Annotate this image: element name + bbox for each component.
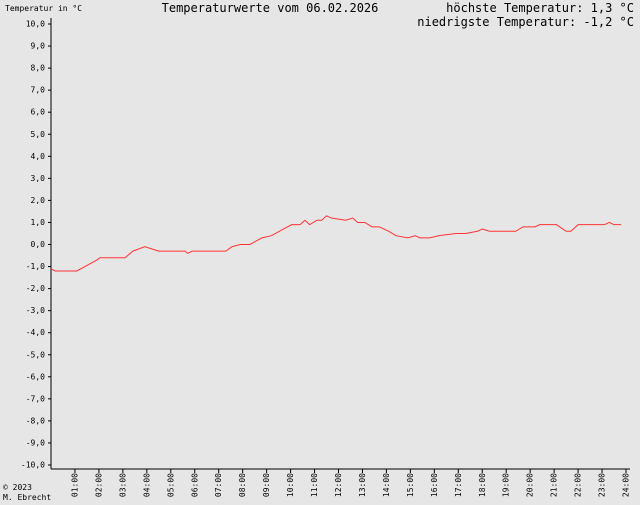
y-tick-label: -3,0 xyxy=(26,306,45,315)
x-tick-label: 19:00 xyxy=(502,473,511,497)
x-tick-label: 18:00 xyxy=(478,473,487,497)
x-tick-label: 02:00 xyxy=(94,473,103,497)
y-tick-label: -10,0 xyxy=(21,461,45,470)
y-tick-label: -7,0 xyxy=(26,394,45,403)
x-tick-label: 08:00 xyxy=(238,473,247,497)
x-tick-label: 01:00 xyxy=(70,473,79,497)
max-annotation: höchste Temperatur: 1,3 °C xyxy=(446,1,634,15)
x-tick-label: 03:00 xyxy=(118,473,127,497)
y-tick-label: 3,0 xyxy=(31,174,46,183)
x-tick-label: 05:00 xyxy=(166,473,175,497)
x-tick-label: 09:00 xyxy=(262,473,271,497)
y-tick-label: -1,0 xyxy=(26,262,45,271)
y-tick-label: 6,0 xyxy=(31,108,46,117)
y-axis-label: Temperatur in °C xyxy=(5,4,82,13)
x-tick-label: 23:00 xyxy=(598,473,607,497)
x-tick-label: 07:00 xyxy=(214,473,223,497)
y-tick-label: -5,0 xyxy=(26,350,45,359)
x-tick-label: 17:00 xyxy=(454,473,463,497)
x-tick-label: 06:00 xyxy=(190,473,199,497)
y-tick-label: 10,0 xyxy=(26,20,45,29)
x-tick-label: 12:00 xyxy=(334,473,343,497)
temperature-line xyxy=(50,215,622,272)
y-tick-label: 2,0 xyxy=(31,196,46,205)
min-annotation: niedrigste Temperatur: -1,2 °C xyxy=(417,15,634,29)
x-tick-label: 16:00 xyxy=(430,473,439,497)
y-tick-label: 7,0 xyxy=(31,86,46,95)
y-tick-label: 9,0 xyxy=(31,42,46,51)
x-tick-label: 13:00 xyxy=(358,473,367,497)
y-tick-label: 4,0 xyxy=(31,152,46,161)
y-tick-label: -2,0 xyxy=(26,284,45,293)
x-tick-label: 22:00 xyxy=(574,473,583,497)
y-tick-label: -6,0 xyxy=(26,372,45,381)
x-tick-label: 10:00 xyxy=(286,473,295,497)
x-tick-label: 11:00 xyxy=(310,473,319,497)
y-tick-label: 8,0 xyxy=(31,64,46,73)
x-tick-label: 04:00 xyxy=(142,473,151,497)
y-tick-label: -8,0 xyxy=(26,416,45,425)
y-tick-label: -9,0 xyxy=(26,438,45,447)
chart-title: Temperaturwerte vom 06.02.2026 xyxy=(162,1,379,15)
y-tick-label: 1,0 xyxy=(31,218,46,227)
x-tick-label: 15:00 xyxy=(406,473,415,497)
y-tick-label: 0,0 xyxy=(31,240,46,249)
y-tick-label: -4,0 xyxy=(26,328,45,337)
copyright: © 2023 xyxy=(3,483,32,492)
x-tick-label: 14:00 xyxy=(382,473,391,497)
author: M. Ebrecht xyxy=(3,493,51,502)
x-tick-label: 21:00 xyxy=(550,473,559,497)
x-tick-label: 20:00 xyxy=(526,473,535,497)
x-tick-label: 24:00 xyxy=(622,473,631,497)
y-tick-label: 5,0 xyxy=(31,130,46,139)
